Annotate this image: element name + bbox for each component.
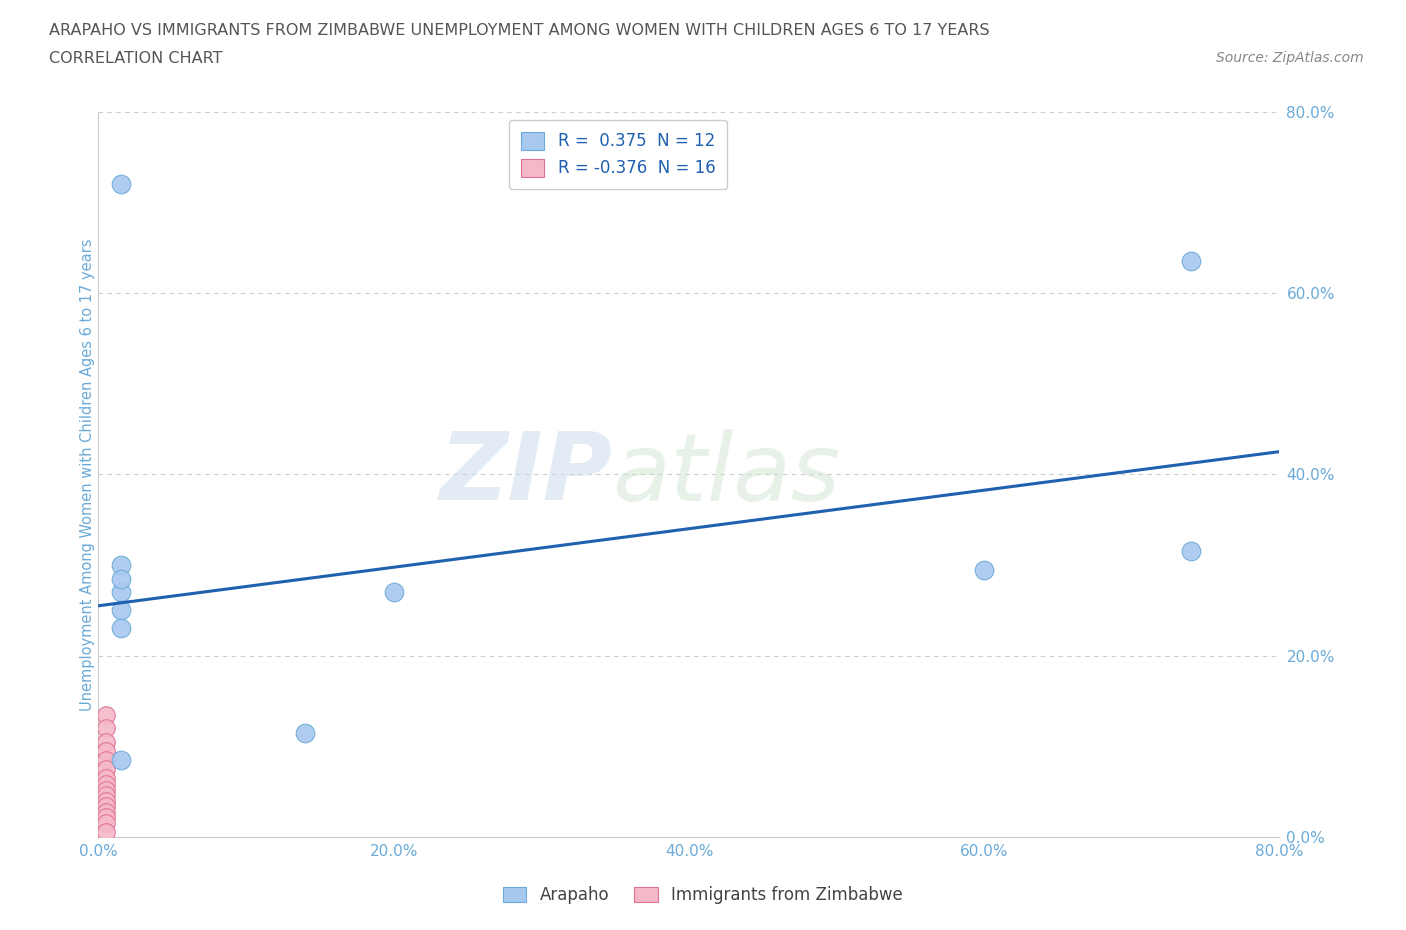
Point xyxy=(94,743,117,758)
Point xyxy=(294,725,316,740)
Text: ZIP: ZIP xyxy=(439,429,612,520)
Point xyxy=(94,707,117,722)
Point xyxy=(110,621,132,636)
Point xyxy=(94,752,117,767)
Point xyxy=(973,562,995,577)
Point xyxy=(110,177,132,192)
Text: ARAPAHO VS IMMIGRANTS FROM ZIMBABWE UNEMPLOYMENT AMONG WOMEN WITH CHILDREN AGES : ARAPAHO VS IMMIGRANTS FROM ZIMBABWE UNEM… xyxy=(49,23,990,38)
Point xyxy=(94,799,117,814)
Point xyxy=(110,585,132,600)
Point xyxy=(110,752,132,767)
Text: CORRELATION CHART: CORRELATION CHART xyxy=(49,51,222,66)
Point xyxy=(110,603,132,618)
Point xyxy=(110,571,132,586)
Y-axis label: Unemployment Among Women with Children Ages 6 to 17 years: Unemployment Among Women with Children A… xyxy=(80,238,94,711)
Point xyxy=(94,825,117,840)
Point xyxy=(94,782,117,797)
Text: atlas: atlas xyxy=(612,429,841,520)
Point xyxy=(94,788,117,803)
Point xyxy=(94,804,117,819)
Point xyxy=(94,735,117,750)
Point xyxy=(1180,544,1202,559)
Text: Source: ZipAtlas.com: Source: ZipAtlas.com xyxy=(1216,51,1364,65)
Legend: Arapaho, Immigrants from Zimbabwe: Arapaho, Immigrants from Zimbabwe xyxy=(495,878,911,912)
Point xyxy=(94,793,117,808)
Point xyxy=(94,762,117,777)
Point xyxy=(1180,254,1202,269)
Legend: R =  0.375  N = 12, R = -0.376  N = 16: R = 0.375 N = 12, R = -0.376 N = 16 xyxy=(509,120,727,189)
Point xyxy=(94,810,117,825)
Point xyxy=(94,816,117,830)
Point xyxy=(94,771,117,786)
Point xyxy=(110,558,132,573)
Point xyxy=(94,721,117,736)
Point xyxy=(94,777,117,791)
Point xyxy=(382,585,405,600)
